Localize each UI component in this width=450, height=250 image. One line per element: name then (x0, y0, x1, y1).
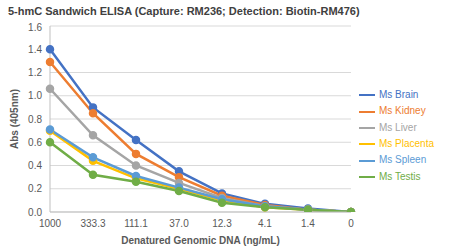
svg-text:111.1: 111.1 (124, 218, 148, 229)
html-text:Ms Kidney: Ms Kidney (379, 105, 426, 117)
svg-text:1.0: 1.0 (28, 90, 42, 101)
svg-text:1.6: 1.6 (28, 22, 42, 33)
html-text:5-hmC Sandwich ELISA (Capture:: 5-hmC Sandwich ELISA (Capture: RM236; De… (8, 5, 360, 17)
svg-text:0.8: 0.8 (28, 114, 42, 125)
svg-text:1000: 1000 (39, 218, 62, 229)
svg-text:1.2: 1.2 (28, 67, 42, 78)
html-text:Ms Brain: Ms Brain (379, 88, 419, 100)
svg-text:4.1: 4.1 (258, 218, 272, 229)
svg-text:333.3: 333.3 (80, 218, 105, 229)
svg-text:1.4: 1.4 (28, 44, 42, 55)
svg-text:0.0: 0.0 (28, 207, 42, 218)
svg-text:0: 0 (348, 218, 354, 229)
svg-text:37.0: 37.0 (169, 218, 189, 229)
svg-text:0.4: 0.4 (28, 160, 42, 171)
svg-text:0.6: 0.6 (28, 137, 42, 148)
svg-text:Denatured Genomic DNA (ng/mL): Denatured Genomic DNA (ng/mL) (121, 235, 280, 246)
svg-text:Abs (405nm): Abs (405nm) (9, 89, 20, 149)
svg-text:0.2: 0.2 (28, 183, 42, 194)
html-text:Ms Placenta: Ms Placenta (379, 138, 434, 149)
svg-text:1.4: 1.4 (301, 218, 315, 229)
svg-text:12.3: 12.3 (212, 218, 232, 229)
html-text:Ms Spleen: Ms Spleen (379, 154, 427, 166)
html-text:Ms Testis: Ms Testis (379, 170, 421, 182)
html-text:Ms Liver: Ms Liver (379, 121, 417, 133)
